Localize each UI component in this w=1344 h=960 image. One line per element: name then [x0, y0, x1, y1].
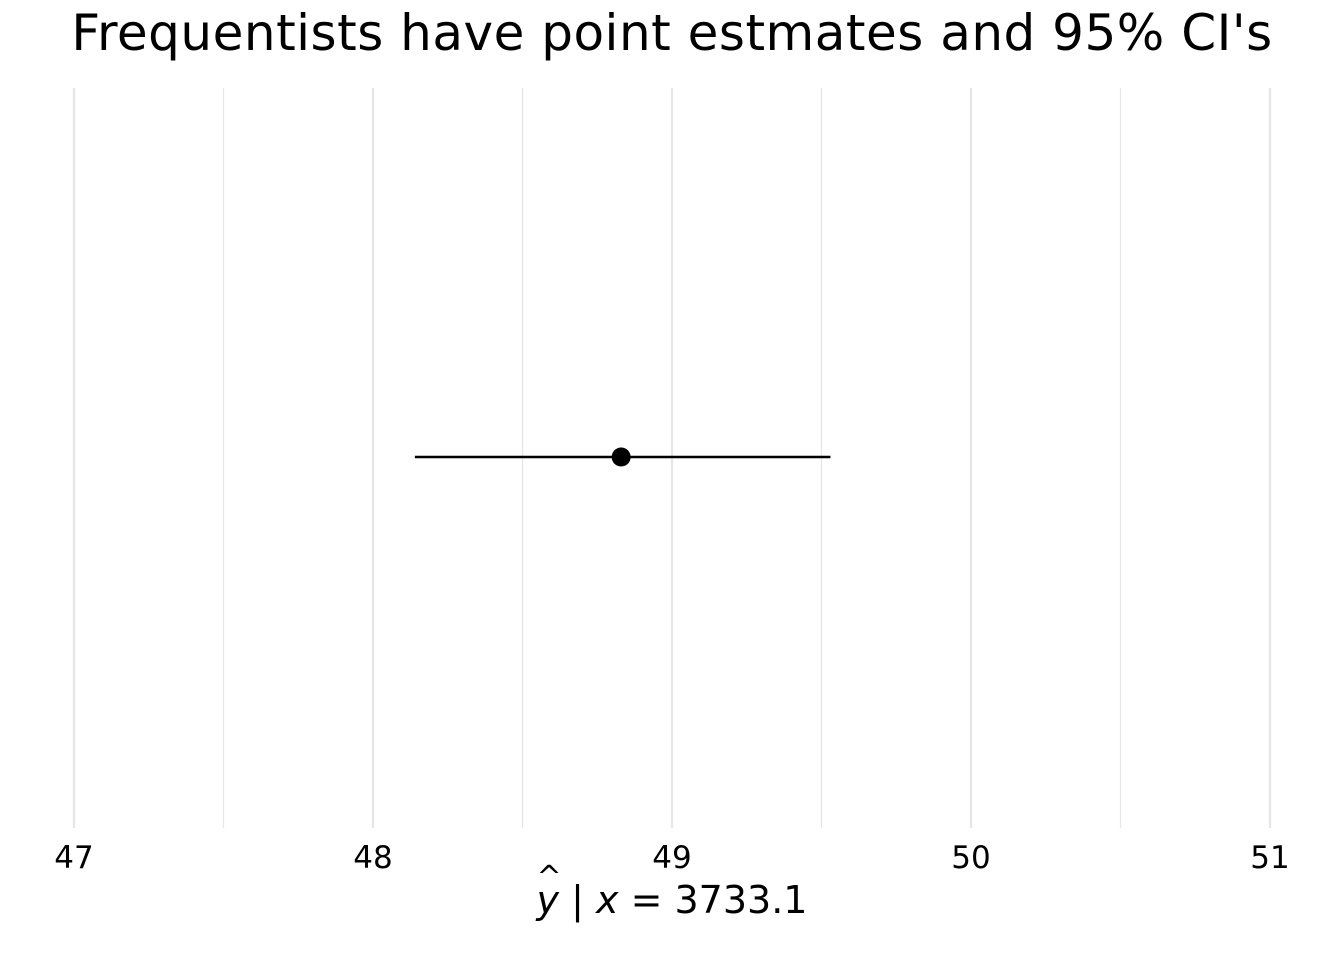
x-axis-label-variable: ^ y: [536, 860, 562, 922]
x-tick-label: 49: [652, 840, 691, 876]
point-estimate-marker: [611, 447, 631, 467]
x-axis-label-condition-var: x: [596, 878, 619, 922]
x-tick-label: 51: [1250, 840, 1289, 876]
estimate-marks: [414, 447, 831, 467]
x-tick-label: 50: [951, 840, 990, 876]
x-axis-label: ^ y | x = 3733.1: [0, 860, 1344, 922]
chart-title: Frequentists have point estmates and 95%…: [71, 4, 1273, 62]
hat-accent: ^: [536, 860, 562, 895]
x-axis-label-condition-value: = 3733.1: [618, 878, 808, 922]
x-tick-label: 48: [353, 840, 392, 876]
x-axis-label-separator: |: [559, 878, 596, 922]
x-tick-labels: 47 48 49 50 51: [54, 840, 1289, 876]
x-tick-label: 47: [54, 840, 93, 876]
